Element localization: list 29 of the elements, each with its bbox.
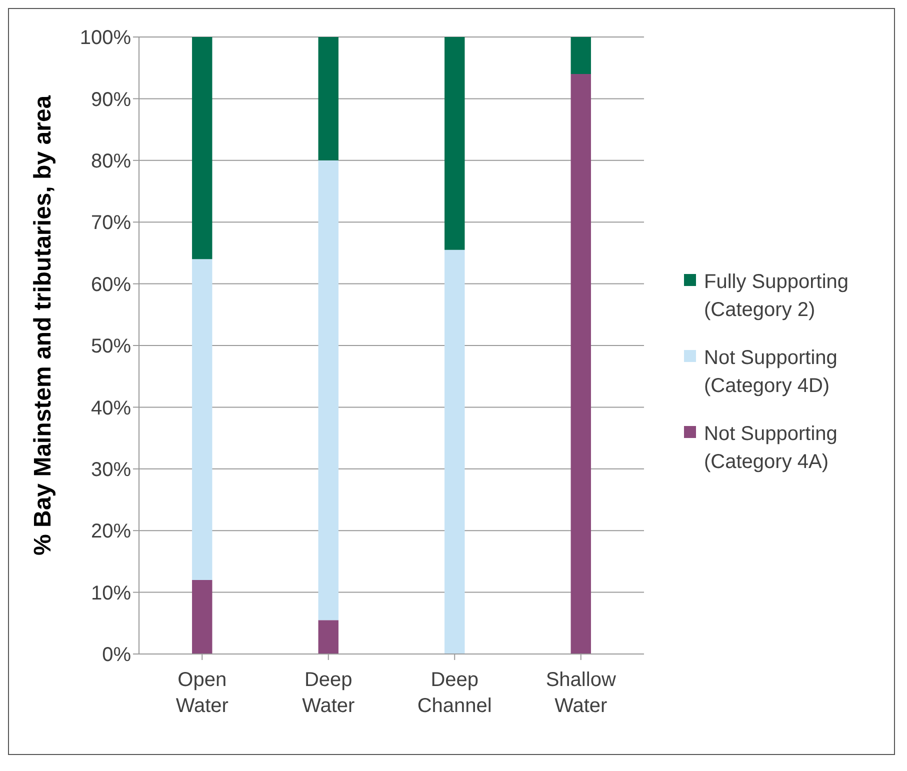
y-tick-label: 100% [80,27,132,50]
bar [444,250,465,654]
bar [444,37,465,250]
bar [318,620,338,654]
x-tick-label: Deep Water [302,669,356,717]
x-tick-label: Shallow Water [546,669,616,717]
y-tick-label: 90% [90,88,132,111]
y-tick-label: 40% [90,397,132,420]
y-tick-label: 60% [90,274,132,296]
y-tick-label: 30% [90,459,132,481]
y-tick-label: 50% [90,336,132,358]
bar [192,37,212,260]
bar [318,37,338,160]
legend-label: Fully Supporting (Category 2) [704,270,850,322]
bar [570,37,591,74]
x-tick-label: Deep Channel [417,669,492,717]
legend-label: Not Supporting (Category 4A) [704,422,838,474]
x-tick-label: Open Water [176,669,229,717]
bar [192,259,212,580]
bar [318,160,338,620]
y-tick-label: 10% [90,582,132,604]
bar [192,580,212,654]
bar [570,74,591,654]
legend-label: Not Supporting (Category 4D) [704,346,838,398]
y-axis-title: % Bay Mainstem and tributaries, by area [30,94,57,556]
y-tick-label: 20% [90,520,132,543]
y-tick-label: 0% [102,644,132,666]
y-tick-label: 70% [90,212,132,234]
y-tick-label: 80% [90,150,132,172]
